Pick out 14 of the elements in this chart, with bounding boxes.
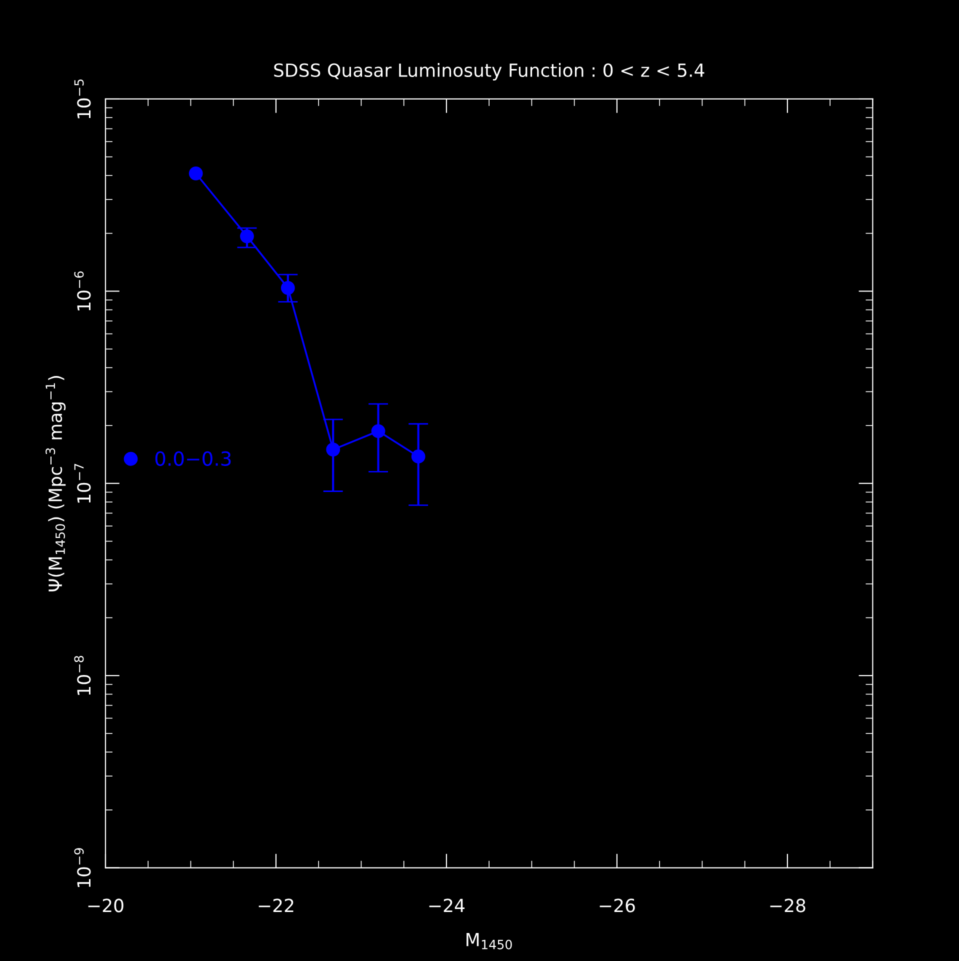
x-tick-label: −22 bbox=[258, 898, 294, 912]
x-tick-label: −26 bbox=[600, 898, 635, 912]
y-tick-label: 10$^{−7}$ bbox=[74, 464, 91, 503]
y-tick-label: 10$^{−6}$ bbox=[74, 271, 91, 310]
x-tick-label: −24 bbox=[429, 898, 465, 912]
x-axis-title: M$_{1450}$ bbox=[466, 933, 512, 950]
chart-title: SDSS Quasar Luminosuty Function : 0 < z < 5.4 bbox=[274, 63, 704, 81]
x-tick-label: −28 bbox=[770, 898, 806, 912]
y-tick-label: 10$^{−9}$ bbox=[74, 848, 91, 888]
y-tick-label: 10$^{−8}$ bbox=[74, 656, 91, 695]
legend-label: 0.0−0.3 bbox=[155, 451, 231, 466]
y-tick-label: 10$^{−5}$ bbox=[74, 80, 91, 118]
x-tick-label: −20 bbox=[88, 898, 124, 912]
y-axis-title: Ψ(M$_{1450}$) (Mpc$^{−3}$ mag$^{−1}$) bbox=[46, 376, 66, 592]
